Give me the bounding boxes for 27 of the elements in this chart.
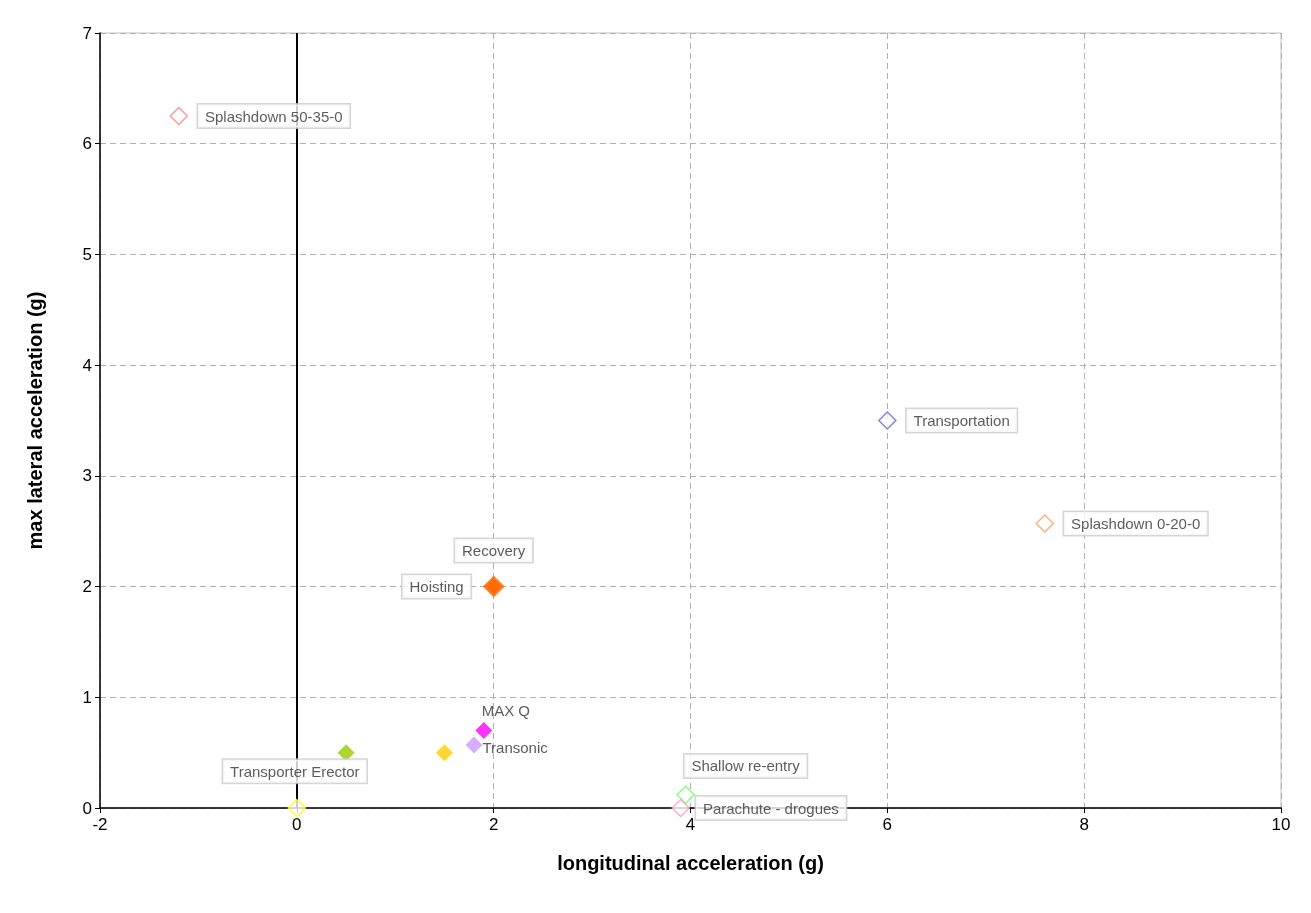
series-label: Transportation bbox=[913, 412, 1010, 429]
y-tick-label: 3 bbox=[82, 466, 92, 486]
y-tick-label: 7 bbox=[82, 23, 92, 43]
x-tick-label: 6 bbox=[882, 815, 893, 834]
series-label: Parachute - drogues bbox=[702, 799, 839, 817]
y-tick-label: 5 bbox=[82, 244, 92, 264]
x-tick-label: 8 bbox=[1079, 815, 1089, 834]
series-label: Shallow re-entry bbox=[691, 757, 801, 775]
series-label: Splashdown 50-35-0 bbox=[204, 107, 343, 125]
y-axis-title: max lateral acceleration (g) bbox=[24, 291, 46, 550]
y-tick-label: 4 bbox=[82, 355, 92, 375]
y-tick-label: 0 bbox=[82, 798, 92, 818]
series-label: Transporter Erector bbox=[230, 762, 360, 780]
x-axis-title: longitudinal acceleration (g) bbox=[557, 852, 824, 874]
x-tick-label: 0 bbox=[292, 815, 302, 834]
x-tick-label: 10 bbox=[1271, 815, 1291, 834]
x-tick-label: 4 bbox=[685, 815, 696, 834]
y-tick-label: 1 bbox=[82, 687, 92, 707]
y-tick-label: 6 bbox=[82, 134, 92, 154]
series-label: MAX Q bbox=[481, 702, 530, 719]
x-tick-label: -2 bbox=[92, 815, 108, 834]
series-label: Transonic bbox=[482, 739, 549, 757]
series-label: Splashdown 0-20-0 bbox=[1071, 514, 1201, 532]
series-label: Recovery bbox=[461, 542, 526, 560]
y-tick-label: 2 bbox=[82, 577, 92, 597]
x-tick-label: 2 bbox=[488, 815, 499, 834]
series-label: Hoisting bbox=[409, 578, 464, 596]
